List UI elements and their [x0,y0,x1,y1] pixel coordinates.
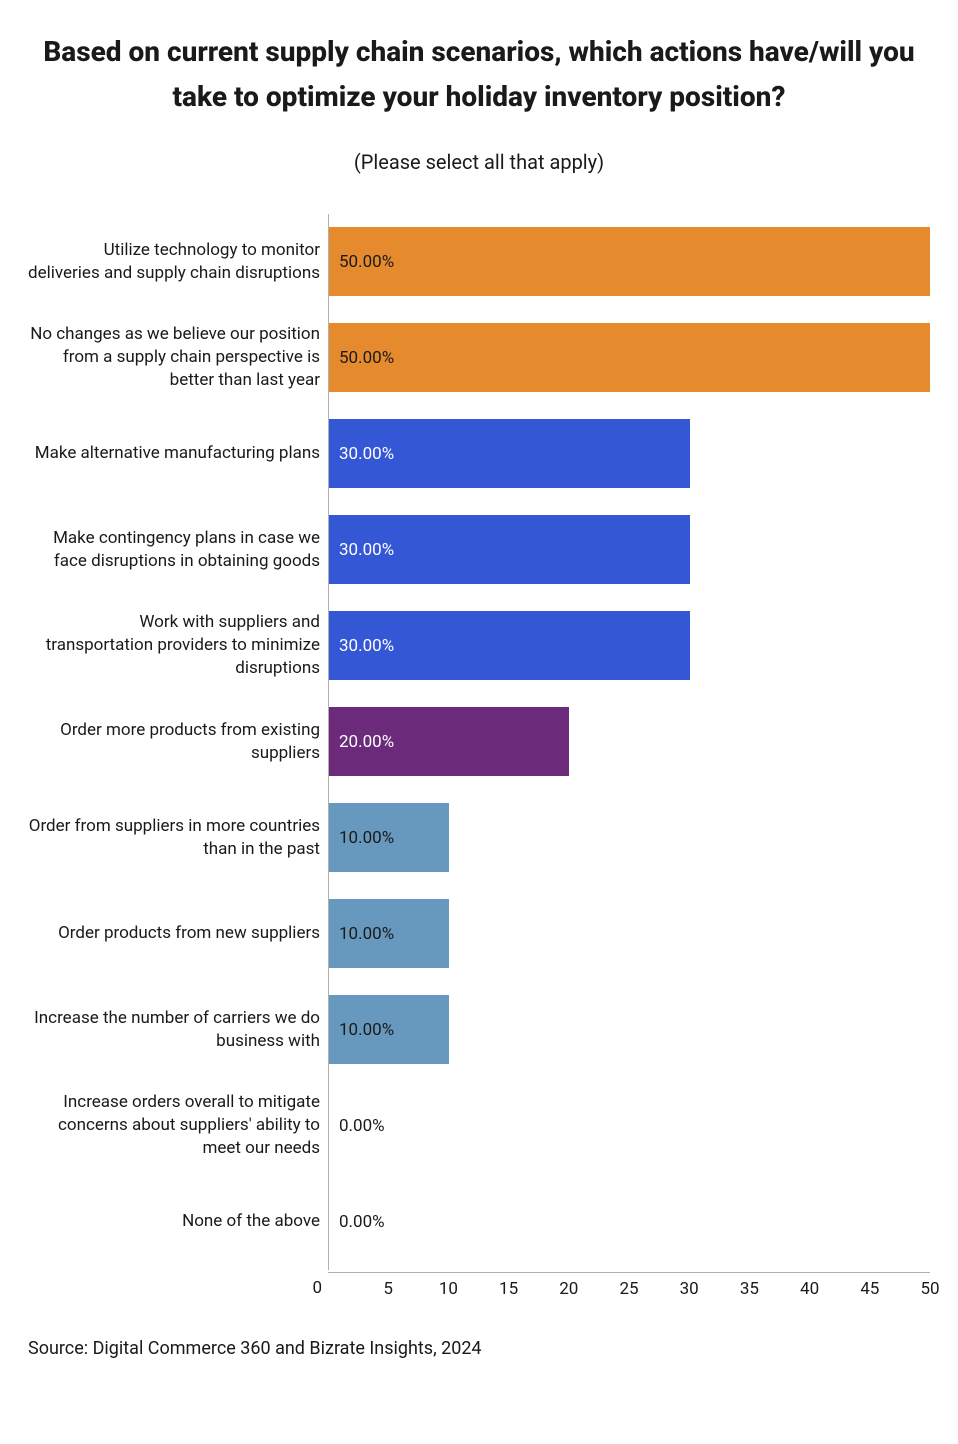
bar: 50.00% [329,323,930,392]
y-label: None of the above [28,1174,328,1270]
x-tick: 30 [680,1279,699,1299]
bar-value-label: 0.00% [329,1212,385,1232]
x-tick: 35 [740,1279,759,1299]
y-label: Increase the number of carriers we do bu… [28,982,328,1078]
y-label: No changes as we believe our position fr… [28,310,328,406]
bar: 30.00% [329,419,690,488]
bar-value-label: 50.00% [329,252,394,272]
bar-value-label: 0.00% [329,1116,385,1136]
bar: 10.00% [329,803,449,872]
y-label: Order more products from existing suppli… [28,694,328,790]
bar-value-label: 20.00% [329,732,394,752]
x-tick: 25 [619,1279,638,1299]
bar-value-label: 50.00% [329,348,394,368]
y-label: Increase orders overall to mitigate conc… [28,1078,328,1174]
bar-row: 20.00% [329,694,930,790]
x-tick: 5 [383,1279,393,1299]
bar-row: 10.00% [329,886,930,982]
chart-subtitle: (Please select all that apply) [28,150,930,174]
y-label: Order products from new suppliers [28,886,328,982]
bar: 30.00% [329,515,690,584]
y-axis-labels: Utilize technology to monitor deliveries… [28,214,328,1270]
bar: 20.00% [329,707,569,776]
bar-row: 30.00% [329,406,930,502]
bar-row: 30.00% [329,598,930,694]
source-citation: Source: Digital Commerce 360 and Bizrate… [28,1338,930,1359]
bar-value-label: 10.00% [329,1020,394,1040]
y-label: Utilize technology to monitor deliveries… [28,214,328,310]
plot-area: 50.00% 50.00% 30.00% 30.00% 30.00% 20.00% 10.0… [328,214,930,1270]
x-tick: 15 [499,1279,518,1299]
x-tick: 10 [439,1279,458,1299]
bar-value-label: 30.00% [329,540,394,560]
bar-row: 0.00% [329,1174,930,1270]
bars-container: 50.00% 50.00% 30.00% 30.00% 30.00% 20.00% 10.0… [329,214,930,1270]
bar: 30.00% [329,611,690,680]
bar: 10.00% [329,995,449,1064]
bar-row: 50.00% [329,310,930,406]
bar-row: 30.00% [329,502,930,598]
bar-row: 10.00% [329,790,930,886]
y-label: Make contingency plans in case we face d… [28,502,328,598]
x-tick: 45 [860,1279,879,1299]
x-ticks: 5101520253035404550 [328,1272,930,1302]
y-label: Order from suppliers in more countries t… [28,790,328,886]
bar-value-label: 10.00% [329,924,394,944]
x-tick: 20 [559,1279,578,1299]
chart-area: Utilize technology to monitor deliveries… [28,214,930,1270]
x-tick-0: 0 [312,1278,322,1298]
bar: 50.00% [329,227,930,296]
bar-value-label: 30.00% [329,444,394,464]
chart-title: Based on current supply chain scenarios,… [28,30,930,120]
bar-row: 10.00% [329,982,930,1078]
y-label: Work with suppliers and transportation p… [28,598,328,694]
x-tick: 50 [920,1279,939,1299]
bar-value-label: 10.00% [329,828,394,848]
bar-value-label: 30.00% [329,636,394,656]
x-tick: 40 [800,1279,819,1299]
bar-row: 50.00% [329,214,930,310]
bar: 10.00% [329,899,449,968]
bar-row: 0.00% [329,1078,930,1174]
x-axis: 0 5101520253035404550 [28,1272,930,1302]
y-label: Make alternative manufacturing plans [28,406,328,502]
